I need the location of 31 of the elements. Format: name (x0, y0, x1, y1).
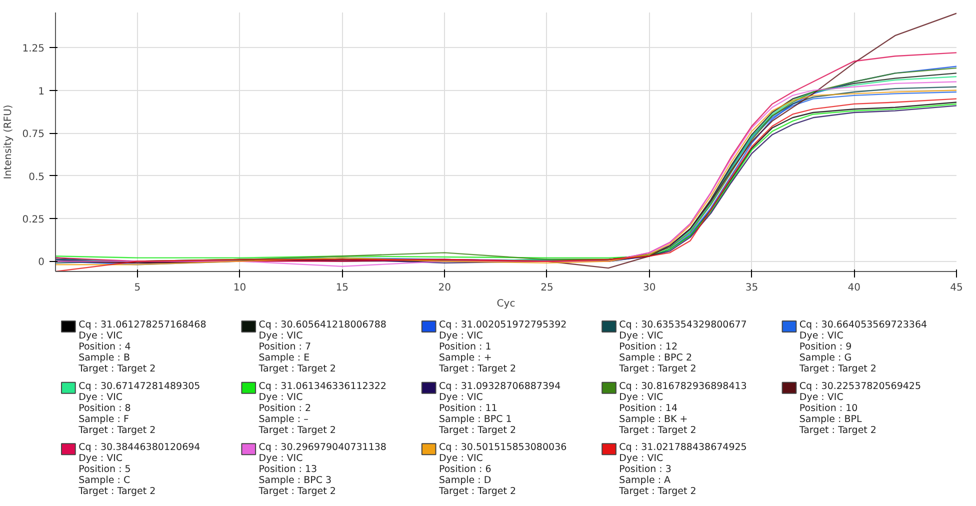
y-axis-title: Intensity (RFU) (3, 104, 14, 180)
x-axis-title: Cyc (496, 298, 516, 310)
y-tick-label: 0.5 (28, 172, 45, 183)
legend-label: Cq : 31.021788438674925 Dye : VIC Position : 3 Sample : A Target : Target 2 (618, 442, 747, 498)
x-tick-label: 5 (134, 282, 141, 294)
y-tick-label: 1.25 (22, 44, 44, 55)
legend-label: Cq : 31.061278257168468 Dye : VIC Position : 4 Sample : B Target : Target 2 (78, 320, 206, 374)
x-tick-label: 40 (848, 282, 860, 294)
y-tick-label: 1 (38, 86, 45, 98)
y-tick-label: 0.75 (22, 129, 44, 140)
legend-label: Cq : 30.664053569723364 Dye : VIC Position : 9 Sample : G Target : Target 2 (798, 320, 928, 374)
x-tick-label: 25 (540, 282, 554, 294)
legend-label: Cq : 30.38446380120694 Dye : VIC Position : 5 Sample : C Target : Target 2 (78, 442, 200, 498)
legend-label: Cq : 30.816782936898413 Dye : VIC Position : 14 Sample : BK + Target : Target 2 (618, 380, 747, 436)
x-tick-label: 15 (336, 282, 349, 294)
legend-label: Cq : 31.002051972795392 Dye : VIC Position : 1 Sample : + Target : Target 2 (438, 320, 567, 374)
legend-label: Cq : 31.061346336112322 Dye : VIC Position : 2 Sample : – Target : Target 2 (258, 380, 386, 436)
x-tick-label: 20 (438, 282, 451, 294)
legend-label: Cq : 30.67147281489305 Dye : VIC Position : 8 Sample : F Target : Target 2 (78, 380, 200, 436)
y-tick-label: 0.25 (22, 214, 44, 226)
legend-label: Cq : 31.09328706887394 Dye : VIC Position : 11 Sample : BPC 1 Target : Target 2 (438, 380, 561, 436)
legend-label: Cq : 30.635354329800677 Dye : VIC Position : 12 Sample : BPC 2 Target : Target 2 (618, 320, 747, 374)
x-tick-label: 30 (642, 282, 656, 294)
x-tick-label: 35 (745, 282, 758, 294)
y-tick-label: 0 (38, 257, 45, 268)
legend-label: Cq : 30.501515853080036 Dye : VIC Position : 6 Sample : D Target : Target 2 (438, 442, 567, 498)
x-tick-label: 10 (233, 282, 246, 294)
legend-label: Cq : 30.22537820569425 Dye : VIC Position : 10 Sample : BPL Target : Target 2 (798, 380, 922, 436)
legend-label: Cq : 30.296979040731138 Dye : VIC Position : 13 Sample : BPC 3 Target : Target 2 (258, 442, 386, 498)
legend-label: Cq : 30.605641218006788 Dye : VIC Position : 7 Sample : E Target : Target 2 (258, 320, 386, 374)
x-tick-label: 45 (950, 282, 963, 294)
